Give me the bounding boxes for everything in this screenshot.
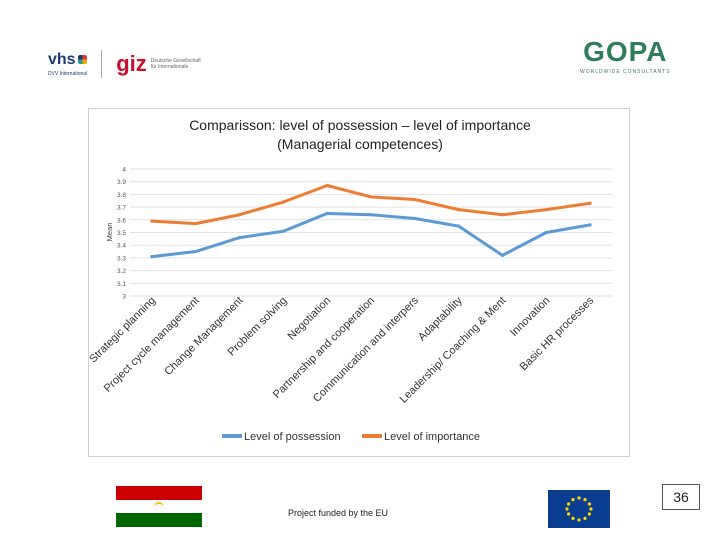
eu-stars-icon: [565, 496, 593, 522]
tajikistan-flag: [116, 486, 202, 527]
chart-title-line1: Comparisson: level of possession – level…: [189, 117, 531, 133]
y-tick-label: 3.4: [117, 243, 126, 250]
giz-logo-subtitle-1: Deutsche Gesellschaft: [150, 58, 201, 64]
series-line-1: [150, 184, 592, 226]
y-tick-label: 3.1: [117, 281, 126, 288]
chart-title-line2: (Managerial competences): [277, 136, 443, 152]
data-point-s1-10: [588, 201, 592, 205]
y-tick-label: 3.7: [117, 205, 126, 212]
eu-flag: [548, 490, 610, 528]
x-tick-label: Change Management: [162, 295, 245, 378]
y-tick-label: 3.5: [117, 230, 126, 237]
legend-label-1: Level of importance: [384, 431, 480, 443]
data-point-s0-8: [500, 253, 505, 257]
data-point-s1-4: [325, 183, 329, 188]
x-tick-label: Negotiation: [285, 295, 333, 343]
giz-logo-name: giz: [116, 51, 147, 76]
data-point-s1-8: [500, 213, 505, 217]
data-point-s0-9: [544, 230, 548, 235]
data-point-s0-7: [457, 224, 461, 228]
data-point-s1-3: [281, 200, 285, 204]
data-point-s0-4: [325, 211, 329, 216]
data-point-s1-5: [369, 195, 373, 199]
x-tick-label: Basic HR processes: [518, 294, 597, 373]
legend-label-0: Level of possession: [244, 431, 341, 443]
x-tick-label: Innovation: [508, 295, 552, 339]
data-point-s0-10: [588, 223, 592, 227]
y-tick-label: 3.3: [117, 255, 126, 262]
y-tick-label: 3.6: [117, 217, 126, 224]
data-point-s0-0: [150, 255, 154, 259]
data-point-s1-6: [413, 197, 417, 202]
giz-logo-subtitle-2: für Internationale: [150, 64, 189, 70]
data-point-s1-7: [457, 208, 461, 212]
funding-note: Project funded by the EU: [288, 508, 389, 518]
y-tick-label: 3.9: [117, 179, 126, 186]
partner-logos: vhs DVV International giz Deutsche Gesel…: [48, 50, 201, 78]
data-point-s1-0: [150, 219, 154, 223]
vhs-logo-subtitle: DVV International: [48, 71, 88, 77]
y-tick-label: 3: [122, 294, 126, 301]
data-point-s0-3: [281, 229, 285, 233]
gopa-logo-subtitle: WORLDWIDE CONSULTANTS: [580, 69, 671, 75]
data-point-s1-9: [544, 208, 548, 212]
gopa-logo-name: GOPA: [583, 36, 668, 67]
data-point-s0-2: [237, 235, 242, 240]
data-point-s1-1: [194, 222, 198, 226]
y-tick-label: 4: [122, 167, 126, 174]
vhs-logo: vhs DVV International: [48, 51, 88, 78]
vhs-logo-name: vhs: [48, 51, 76, 68]
chart-frame: [88, 108, 630, 457]
y-axis-label: Mean: [105, 223, 114, 242]
y-tick-label: 3.2: [117, 268, 126, 275]
chart-title: Comparisson: level of possession – level…: [120, 116, 600, 154]
data-point-s0-5: [369, 213, 373, 217]
giz-logo: giz Deutsche Gesellschaft für Internatio…: [116, 53, 201, 75]
gopa-logo: GOPA WORLDWIDE CONSULTANTS: [580, 36, 671, 76]
data-point-s0-6: [413, 216, 417, 221]
y-tick-label: 3.8: [117, 192, 126, 199]
data-point-s0-1: [194, 249, 198, 254]
data-point-s1-2: [237, 213, 242, 217]
page-number: 36: [662, 484, 700, 510]
